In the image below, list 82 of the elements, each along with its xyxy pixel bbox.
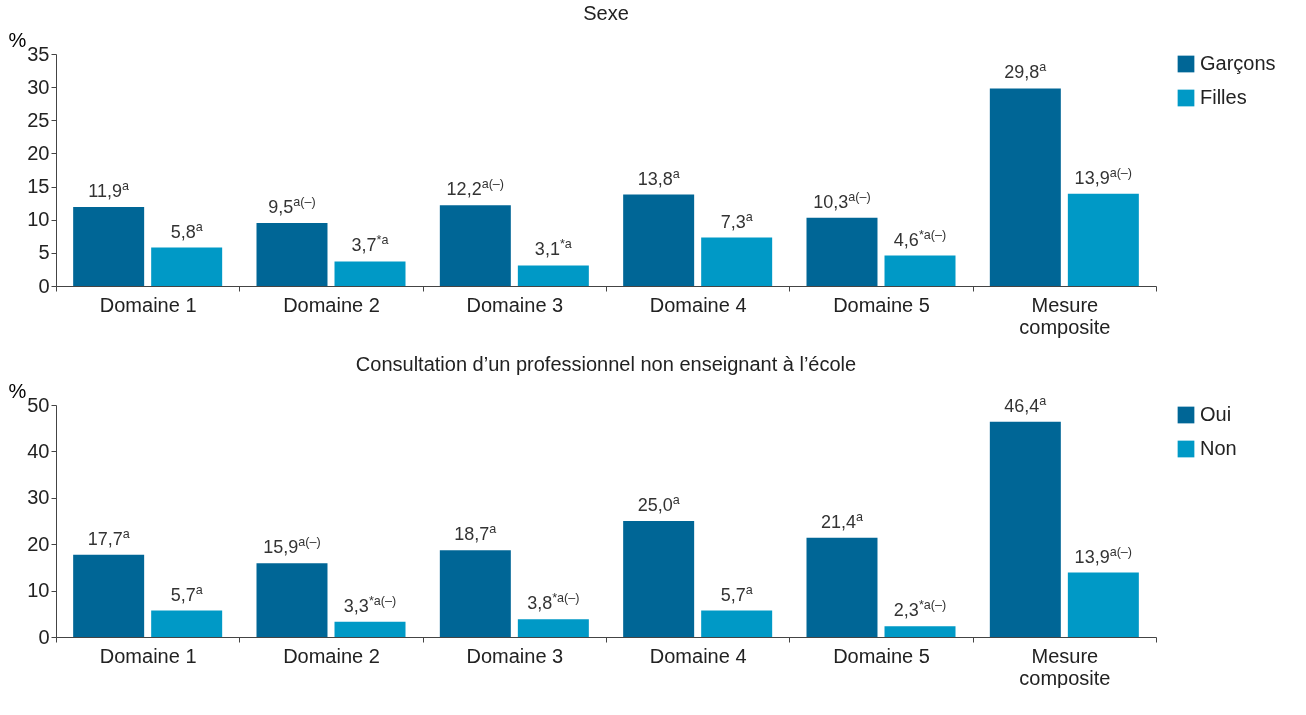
- data-label: 13,8$^{a}$: [637, 166, 680, 189]
- bar: [884, 626, 956, 637]
- x-tick-label: Domaine 4: [649, 293, 747, 316]
- bar: [151, 610, 223, 637]
- y-tick-label: 15: [27, 175, 50, 198]
- data-label: 5,7$^{a}$: [170, 582, 203, 605]
- data-label: 18,7$^{a}$: [454, 522, 497, 545]
- x-tick-label: Domaine 2: [283, 293, 380, 316]
- y-tick-label: 30: [27, 486, 50, 509]
- data-label: 3,8$^{*a(–)}$: [527, 591, 580, 614]
- x-tick-label: Domaine 1: [99, 293, 197, 316]
- bar: [806, 537, 878, 637]
- y-tick-label: 20: [27, 532, 50, 555]
- x-tick-label: Mesure composite: [1019, 293, 1111, 338]
- bar: [989, 421, 1061, 637]
- x-tick-label: Domaine 3: [466, 293, 564, 316]
- bar: [517, 619, 589, 637]
- y-tick-label: 0: [38, 625, 50, 648]
- x-tick-label: Domaine 4: [649, 644, 747, 667]
- bar: [701, 237, 773, 286]
- y-tick-label: 50: [27, 393, 50, 416]
- data-label: 7,3$^{a}$: [720, 209, 753, 232]
- y-tick-label: 35: [27, 42, 50, 65]
- y-axis-title: %: [8, 28, 27, 51]
- data-label: 13,9$^{a(–)}$: [1074, 544, 1133, 567]
- data-label: 9,5$^{a(–)}$: [268, 195, 316, 218]
- data-label: 15,9$^{a(–)}$: [263, 535, 321, 558]
- data-label: 12,2$^{a(–)}$: [446, 177, 505, 200]
- bar: [623, 194, 695, 286]
- bar: [884, 255, 956, 286]
- bar: [334, 621, 406, 637]
- data-label: 3,7$^{*a}$: [351, 233, 389, 256]
- data-label: 11,9$^{a}$: [88, 179, 130, 202]
- data-label: 4,6$^{*a(–)}$: [893, 227, 947, 250]
- y-tick-label: 0: [38, 274, 50, 297]
- data-label: 17,7$^{a}$: [87, 526, 130, 549]
- y-tick-label: 20: [27, 141, 50, 164]
- x-tick-label: Domaine 5: [833, 293, 930, 316]
- legend-label: Filles: [1200, 86, 1247, 108]
- data-label: 5,8$^{a}$: [170, 219, 203, 242]
- bar: [151, 247, 223, 286]
- x-tick-label: Domaine 3: [466, 644, 564, 667]
- data-label: 3,3$^{*a(–)}$: [343, 593, 397, 616]
- x-tick-label: Domaine 2: [283, 644, 380, 667]
- bar: [334, 261, 406, 286]
- data-label: 21,4$^{a}$: [820, 509, 864, 532]
- data-label: 46,4$^{a}$: [1004, 393, 1047, 416]
- bar: [701, 610, 773, 637]
- bar: [989, 88, 1061, 286]
- x-tick-label: Domaine 5: [833, 644, 930, 667]
- bar: [1067, 193, 1139, 286]
- legend-label: Oui: [1200, 403, 1232, 425]
- bar: [1067, 572, 1139, 637]
- data-label: 29,8$^{a}$: [1004, 60, 1047, 83]
- bar: [256, 563, 328, 637]
- x-tick-label: Mesure composite: [1019, 644, 1111, 689]
- data-label: 5,7$^{a}$: [720, 582, 753, 605]
- bar: [73, 554, 145, 637]
- legend-label: Garçons: [1200, 52, 1276, 74]
- bar: [623, 521, 695, 637]
- bar: [256, 223, 328, 286]
- data-label: 3,1$^{*a}$: [534, 237, 572, 260]
- x-tick-label: Domaine 1: [99, 644, 197, 667]
- y-tick-label: 30: [27, 75, 50, 98]
- chart-title: Consultation d’un professionnel non enseignant à l’école: [355, 353, 857, 375]
- bar: [439, 205, 511, 286]
- y-tick-label: 40: [27, 439, 50, 462]
- chart-title: Sexe: [583, 2, 629, 24]
- y-tick-label: 10: [27, 208, 50, 231]
- bar: [806, 217, 878, 286]
- data-label: 10,3$^{a(–)}$: [813, 189, 871, 212]
- y-tick-label: 10: [27, 579, 50, 602]
- y-axis-title: %: [8, 379, 27, 402]
- y-tick-label: 25: [27, 108, 50, 131]
- bar: [439, 550, 511, 637]
- data-label: 2,3$^{*a(–)}$: [893, 598, 947, 621]
- bar: [73, 207, 145, 286]
- y-tick-label: 5: [38, 241, 50, 264]
- legend-label: Non: [1200, 437, 1237, 459]
- data-label: 25,0$^{a}$: [637, 493, 680, 515]
- data-label: 13,9$^{a(–)}$: [1074, 165, 1133, 188]
- bar: [517, 265, 589, 286]
